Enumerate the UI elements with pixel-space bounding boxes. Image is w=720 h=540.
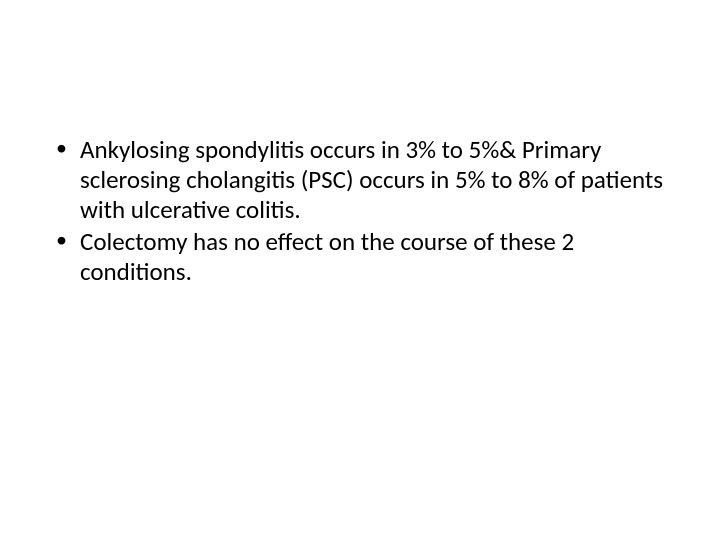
- bullet-list: Ankylosing spondylitis occurs in 3% to 5…: [50, 135, 670, 287]
- bullet-text: Colectomy has no effect on the course of…: [80, 226, 574, 287]
- list-item: Ankylosing spondylitis occurs in 3% to 5…: [50, 135, 670, 225]
- bullet-text: Ankylosing spondylitis occurs in 3% to 5…: [80, 134, 663, 225]
- list-item: Colectomy has no effect on the course of…: [50, 227, 670, 287]
- slide-content: Ankylosing spondylitis occurs in 3% to 5…: [50, 135, 670, 289]
